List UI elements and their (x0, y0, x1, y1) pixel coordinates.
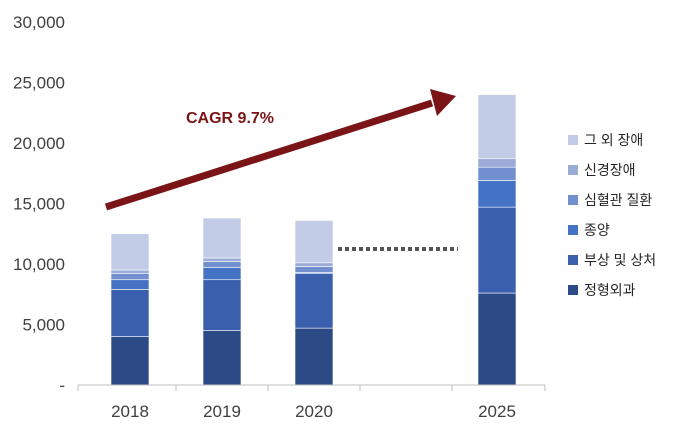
bar-segment-2020-0 (294, 327, 334, 386)
bar-segment-2019-4 (202, 257, 242, 262)
axis-layer: 2018 2019 2020 2025 - 5,000 10,000 15,000 20,000… (13, 13, 546, 421)
bar-segment-2025-4 (477, 158, 517, 168)
legend-swatch (568, 285, 578, 295)
bar-segment-2018-5 (110, 233, 150, 271)
bar-segment-2025-5 (477, 94, 517, 160)
legend-swatch (568, 135, 578, 145)
legend-swatch (568, 255, 578, 265)
legend-label: 종양 (584, 222, 610, 238)
bar-segment-2020-3 (294, 266, 334, 273)
x-tick-label: 2025 (478, 402, 516, 421)
bar-segment-2025-0 (477, 292, 517, 386)
x-tick-label: 2020 (295, 402, 333, 421)
bar-segment-2019-2 (202, 267, 242, 281)
cagr-label: CAGR 9.7% (186, 110, 274, 127)
y-tick-label: 30,000 (13, 13, 65, 32)
legend-label: 부상 및 상처 (584, 252, 656, 268)
y-tick-label: 20,000 (13, 134, 65, 153)
bar-segment-2025-2 (477, 180, 517, 208)
legend-swatch (568, 225, 578, 235)
y-tick-label: - (59, 376, 65, 395)
legend-label: 정형외과 (584, 282, 636, 298)
legend-swatch (568, 165, 578, 175)
annotation-layer: CAGR 9.7% (104, 89, 458, 251)
bar-segment-2019-5 (202, 217, 242, 259)
x-tick-label: 2019 (203, 402, 241, 421)
x-tick-label: 2018 (111, 402, 149, 421)
bar-segment-2019-0 (202, 330, 242, 386)
y-tick-label: 15,000 (13, 195, 65, 214)
y-tick-label: 10,000 (13, 255, 65, 274)
legend-label: 그 외 장애 (584, 132, 643, 148)
bar-segment-2018-0 (110, 336, 150, 386)
bar-segment-2020-5 (294, 220, 334, 264)
bar-segment-2020-1 (294, 273, 334, 329)
bar-segment-2019-3 (202, 261, 242, 268)
bar-segment-2018-1 (110, 289, 150, 337)
cagr-arrow (104, 99, 434, 211)
bar-segment-2025-3 (477, 166, 517, 181)
legend-swatch (568, 195, 578, 205)
bar-segment-2018-4 (110, 269, 150, 274)
bar-segment-2019-1 (202, 279, 242, 331)
y-tick-label: 25,000 (13, 74, 65, 93)
legend-label: 신경장애 (584, 162, 636, 178)
bar-segment-2020-4 (294, 262, 334, 267)
y-tick-label: 5,000 (22, 316, 65, 335)
bars-layer (110, 94, 517, 386)
cagr-arrowhead (430, 89, 456, 116)
bar-segment-2018-3 (110, 273, 150, 281)
bar-segment-2018-2 (110, 279, 150, 290)
legend-label: 심혈관 질환 (584, 192, 652, 208)
bar-segment-2025-1 (477, 206, 517, 294)
